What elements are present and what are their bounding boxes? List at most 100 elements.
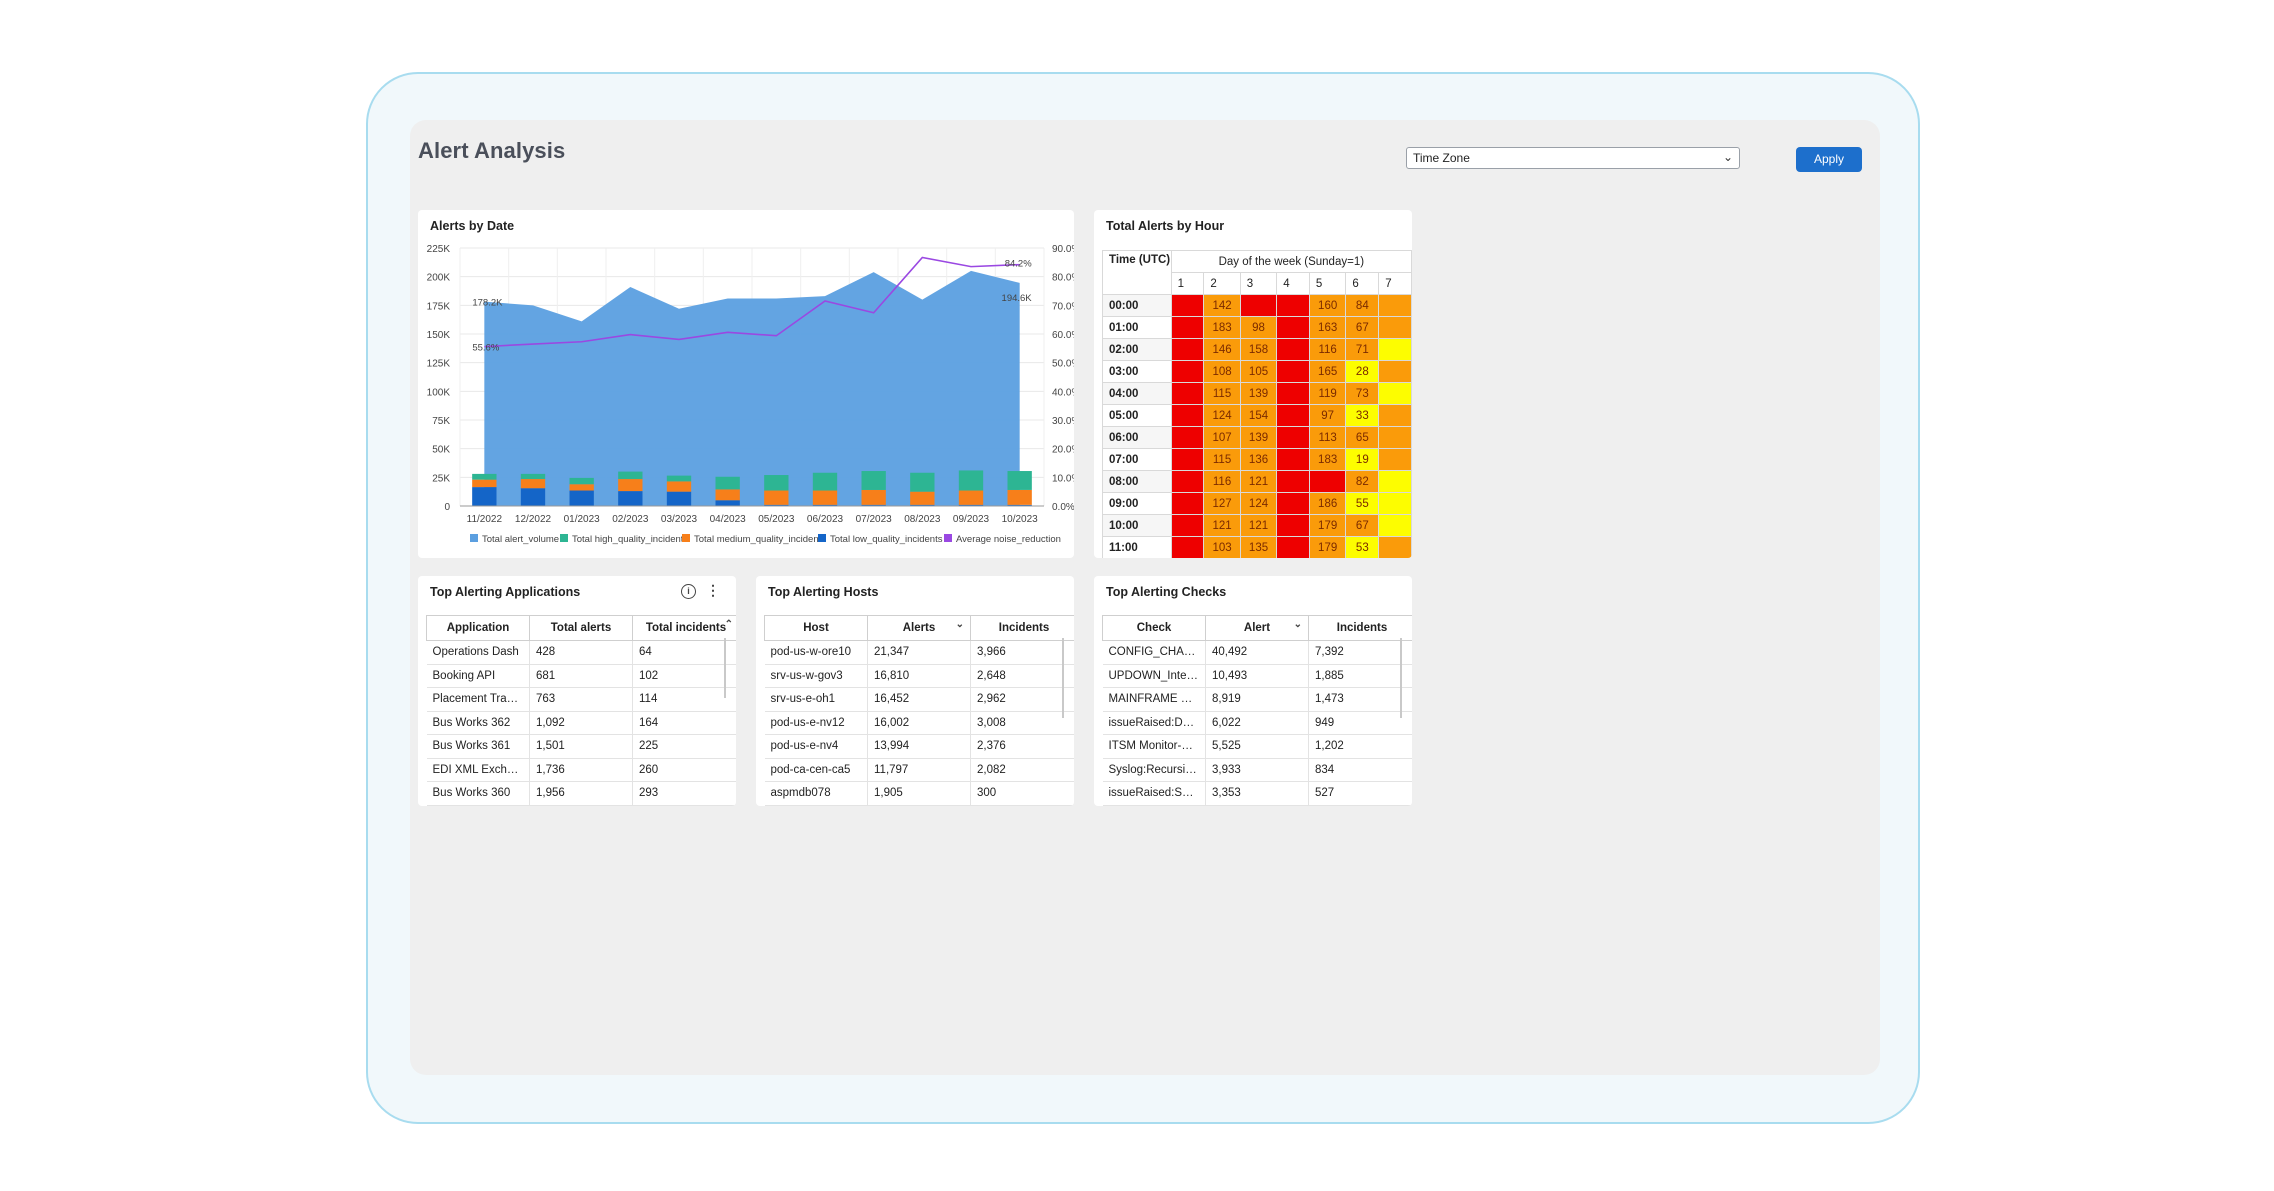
bar-segment xyxy=(910,472,935,492)
table-cell: ITSM Monitor->LinkState xyxy=(1102,734,1206,759)
alerts-by-hour-title: Total Alerts by Hour xyxy=(1106,219,1225,233)
table-cell: 5,525 xyxy=(1205,734,1309,759)
heatmap-cell: 113 xyxy=(1308,426,1347,449)
table-row[interactable]: srv-us-e-oh1 16,452 2,962 xyxy=(764,687,1074,712)
col-total-alerts[interactable]: Total alerts xyxy=(529,615,633,641)
heatmap-cell: 179 xyxy=(1308,536,1347,558)
heatmap-cell: 183 xyxy=(1203,316,1241,339)
table-cell: issueRaised:SECURIT... xyxy=(1102,781,1206,806)
table-row[interactable]: pod-ca-cen-ca5 11,797 2,082 xyxy=(764,758,1074,782)
table-cell: issueRaised:DEVICES... xyxy=(1102,711,1206,735)
y-right-tick-label: 40.0% xyxy=(1052,387,1074,398)
table-cell: 2,082 xyxy=(970,758,1074,782)
table-row[interactable]: UPDOWN_Interface 10,493 1,885 xyxy=(1102,664,1412,688)
table-row[interactable]: pod-us-w-ore10 21,347 3,966 xyxy=(764,640,1074,665)
top-hosts-card: Top Alerting Hosts Host Alerts ⌄ Incident… xyxy=(756,576,1074,806)
table-row[interactable]: Operations Dash 428 64 xyxy=(426,640,736,665)
bar-segment xyxy=(715,489,740,501)
table-cell: 1,885 xyxy=(1308,664,1412,688)
scrollbar[interactable] xyxy=(724,638,726,698)
table-row[interactable]: aspmdb078 1,905 300 xyxy=(764,781,1074,806)
info-icon[interactable]: i xyxy=(681,584,696,599)
heatmap-time-label: 10:00 xyxy=(1102,514,1172,537)
bar-segment xyxy=(958,504,984,506)
table-row[interactable]: EDI XML Exchange 1,736 260 xyxy=(426,758,736,782)
col-alert-label: Alert xyxy=(1243,622,1271,634)
bar-segment xyxy=(1007,504,1032,506)
col-host[interactable]: Host xyxy=(764,615,868,641)
heatmap-cell xyxy=(1170,316,1205,339)
col-application[interactable]: Application xyxy=(426,615,530,641)
bar-segment xyxy=(861,489,886,505)
heatmap-cell: 82 xyxy=(1345,470,1380,493)
bar-segment xyxy=(472,487,497,506)
table-cell: 3,933 xyxy=(1205,758,1309,782)
heatmap-cell: 71 xyxy=(1345,338,1380,361)
timezone-select[interactable]: Time Zone ⌄ xyxy=(1406,147,1740,169)
heatmap-cell: 19 xyxy=(1345,448,1380,471)
heatmap-cell xyxy=(1170,338,1205,361)
scrollbar[interactable] xyxy=(1062,638,1064,718)
y-right-tick-label: 70.0% xyxy=(1052,301,1074,312)
table-cell: 13,994 xyxy=(867,734,971,759)
table-cell: 3,283 xyxy=(1205,805,1309,806)
table-row[interactable]: pod-us-e-nv12 16,002 3,008 xyxy=(764,711,1074,735)
table-cell: 16,810 xyxy=(867,664,971,688)
table-cell: 164 xyxy=(632,711,736,735)
top-apps-card: Top Alerting Applications i ⋮ Applicatio… xyxy=(418,576,736,806)
heatmap-cell: 186 xyxy=(1308,492,1347,515)
table-row[interactable]: MAINFRAME Error 8,919 1,473 xyxy=(1102,687,1412,712)
table-row[interactable]: can1-srv-elasticsearch001,763278 xyxy=(764,805,1074,806)
table-cell: 114 xyxy=(632,687,736,712)
table-cell: aspmdb078 xyxy=(764,781,868,806)
table-cell: Bus Works 361 xyxy=(426,734,530,759)
table-row[interactable]: srv-us-w-gov3 16,810 2,648 xyxy=(764,664,1074,688)
more-options-icon[interactable]: ⋮ xyxy=(706,582,720,598)
x-tick-label: 01/2023 xyxy=(564,514,601,525)
heatmap-cell: 116 xyxy=(1203,470,1241,493)
table-row[interactable]: CPU_Util_Over_95_pct3,283517 xyxy=(1102,805,1412,806)
heatmap-cell: 97 xyxy=(1308,404,1347,427)
col-alerts[interactable]: Alerts ⌄ xyxy=(867,615,971,641)
legend-swatch xyxy=(682,534,690,542)
table-row[interactable]: pod-us-e-nv4 13,994 2,376 xyxy=(764,734,1074,759)
table-row[interactable]: Quote2Cash2,128319 xyxy=(426,805,736,806)
col-check-incidents[interactable]: Incidents xyxy=(1308,615,1412,641)
heatmap-day-header: 7 xyxy=(1378,272,1412,295)
chevron-down-icon[interactable]: ⌄ xyxy=(1293,619,1302,630)
col-total-incidents[interactable]: Total incidents ⌃ xyxy=(632,615,736,641)
x-tick-label: 08/2023 xyxy=(904,514,941,525)
col-check[interactable]: Check xyxy=(1102,615,1206,641)
heatmap-cell xyxy=(1276,360,1310,383)
heatmap-row: 04:00 115 139 119 73 xyxy=(1102,382,1412,405)
apply-button[interactable]: Apply xyxy=(1796,147,1862,172)
top-checks-card: Top Alerting Checks Check Alert ⌄ Inciden… xyxy=(1094,576,1412,806)
table-cell: 278 xyxy=(970,805,1074,806)
bar-segment xyxy=(764,504,789,506)
table-row[interactable]: Bus Works 360 1,956 293 xyxy=(426,781,736,806)
heatmap-cell xyxy=(1276,470,1310,493)
heatmap-row: 09:00 127 124 186 55 xyxy=(1102,492,1412,515)
table-row[interactable]: Placement Tracker 763 114 xyxy=(426,687,736,712)
table-row[interactable]: Bus Works 361 1,501 225 xyxy=(426,734,736,759)
scrollbar[interactable] xyxy=(1400,638,1402,718)
bar-segment xyxy=(520,488,546,506)
heatmap-row: 02:00 146 158 116 71 xyxy=(1102,338,1412,361)
table-row[interactable]: CONFIG_CHANGE 40,492 7,392 xyxy=(1102,640,1412,665)
col-incidents[interactable]: Incidents xyxy=(970,615,1074,641)
heatmap-day-header: 2 xyxy=(1203,272,1241,295)
heatmap-cell xyxy=(1170,448,1205,471)
table-row[interactable]: Booking API 681 102 xyxy=(426,664,736,688)
heatmap-cell: 158 xyxy=(1239,338,1278,361)
col-alerts-label: Alerts xyxy=(902,622,936,634)
table-cell: 102 xyxy=(632,664,736,688)
table-row[interactable]: Bus Works 362 1,092 164 xyxy=(426,711,736,735)
sort-asc-icon[interactable]: ⌃ xyxy=(724,619,733,630)
chevron-down-icon[interactable]: ⌄ xyxy=(955,619,964,630)
col-alert[interactable]: Alert ⌄ xyxy=(1205,615,1309,641)
